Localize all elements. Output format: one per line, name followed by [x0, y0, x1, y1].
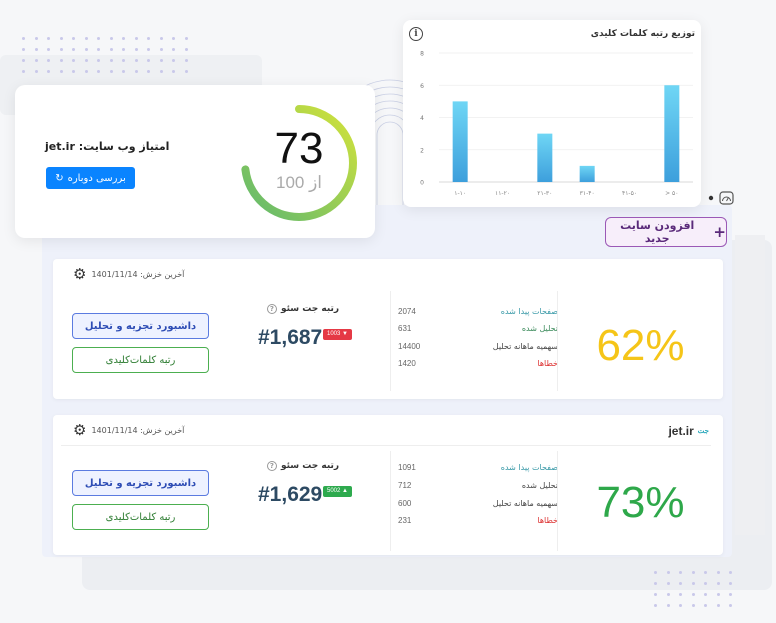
dot-pattern	[18, 33, 193, 77]
stat-value: 1420	[398, 359, 416, 368]
plus-icon: +	[713, 223, 726, 241]
svg-text:۳۱-۴۰: ۳۱-۴۰	[580, 190, 595, 197]
site-logo-icon: جت	[697, 428, 709, 435]
svg-text:6: 6	[420, 83, 424, 90]
rank-label: رتبه جت سئو ?	[248, 461, 358, 471]
stat-row: 631 تحلیل شده	[398, 324, 558, 333]
help-icon[interactable]: ?	[266, 304, 277, 314]
info-icon[interactable]: i	[409, 27, 423, 41]
stat-row: 2074 صفحات پیدا شده	[398, 307, 558, 316]
score-max: از 100	[275, 173, 323, 192]
domain-text: jet.ir	[668, 424, 694, 438]
stat-row: 1420 خطاها	[398, 359, 558, 368]
rank-change-badge: 5002 ▲	[323, 486, 352, 497]
stat-label: خطاها	[537, 359, 558, 368]
rank-label-text: رتبه جت سئو	[280, 461, 340, 471]
stat-label: صفحات پیدا شده	[500, 463, 558, 472]
rank-value: #1,629	[258, 483, 323, 506]
stat-label: تحلیل شده	[521, 481, 558, 490]
stat-row: 1091 صفحات پیدا شده	[398, 463, 558, 472]
score-value: 73	[274, 124, 324, 173]
gauge-ring-icon	[241, 105, 357, 221]
site-row: ⚙ آخرین خزش: 1401/11/14 jet.ir جت داشبور…	[53, 415, 723, 555]
svg-text:> ۵۰: > ۵۰	[665, 190, 678, 197]
rank-change-badge: 1003 ▼	[323, 329, 352, 340]
analytics-dashboard-button[interactable]: داشبورد تجزیه و تحلیل	[72, 313, 209, 339]
seo-score-percent: 62%	[596, 321, 685, 370]
rank-label: رتبه جت سئو ?	[248, 304, 358, 314]
rank-label-text: رتبه جت سئو	[280, 304, 340, 314]
background-panel	[735, 235, 765, 535]
stat-value: 631	[398, 324, 412, 333]
dot-pattern	[650, 567, 738, 611]
gear-icon[interactable]: ⚙	[73, 265, 87, 283]
site-header: ⚙ آخرین خزش: 1401/11/14	[73, 267, 184, 282]
divider	[557, 291, 558, 391]
speedometer-icon	[708, 191, 734, 205]
seo-score-percent: 73%	[596, 478, 685, 527]
stat-label: صفحات پیدا شده	[500, 307, 558, 316]
keyword-rank-button[interactable]: رتبه کلمات‌کلیدی	[72, 347, 209, 373]
site-header: ⚙ آخرین خزش: 1401/11/14	[73, 423, 184, 438]
chart-title: توزیع رتبه کلمات کلیدی	[590, 29, 695, 39]
recheck-button[interactable]: بررسی دوباره ↻	[46, 167, 135, 189]
add-new-site-button[interactable]: + افزودن سایت جدید	[605, 217, 727, 247]
dashboard-header	[708, 190, 738, 206]
stat-label: سهمیه ماهانه تحلیل	[492, 499, 558, 508]
rank-value: #1,687	[258, 326, 323, 349]
svg-text:۱۱-۲۰: ۱۱-۲۰	[495, 190, 510, 197]
bar-chart: 0 2 4 6 8 ۱-۱۰ ۱۱-۲۰ ۲۱-۳۰ ۳۱-۴۰ ۴۱-۵۰ > ۵۰	[420, 51, 693, 197]
svg-text:۲۱-۳۰: ۲۱-۳۰	[537, 190, 552, 197]
stat-value: 712	[398, 481, 412, 490]
add-site-label: افزودن سایت جدید	[620, 219, 695, 245]
keyword-rank-button[interactable]: رتبه کلمات‌کلیدی	[72, 504, 209, 530]
stat-row: 231 خطاها	[398, 516, 558, 525]
stat-value: 1091	[398, 463, 416, 472]
stat-row: 712 تحلیل شده	[398, 481, 558, 490]
svg-text:0: 0	[420, 180, 424, 187]
stat-label: تحلیل شده	[521, 324, 558, 333]
refresh-icon: ↻	[55, 172, 64, 184]
stat-row: 14400 سهمیه ماهانه تحلیل	[398, 342, 558, 351]
divider	[390, 291, 391, 391]
site-row: ⚙ آخرین خزش: 1401/11/14 داشبورد تجزیه و …	[53, 259, 723, 399]
last-crawl: آخرین خزش: 1401/11/14	[91, 426, 185, 435]
svg-text:4: 4	[420, 115, 424, 122]
help-icon[interactable]: ?	[266, 461, 277, 471]
stat-value: 600	[398, 499, 412, 508]
svg-text:8: 8	[420, 51, 424, 58]
divider	[61, 445, 711, 446]
recheck-label: بررسی دوباره	[67, 172, 126, 184]
svg-text:۱-۱۰: ۱-۱۰	[454, 190, 466, 197]
divider	[557, 451, 558, 551]
stat-value: 231	[398, 516, 412, 525]
last-crawl: آخرین خزش: 1401/11/14	[91, 270, 185, 279]
site-domain[interactable]: jet.ir جت	[668, 424, 709, 438]
website-score-card: امتیاز وب سایت: jet.ir بررسی دوباره ↻ 73…	[15, 85, 375, 238]
svg-text:۴۱-۵۰: ۴۱-۵۰	[622, 190, 637, 197]
score-title: امتیاز وب سایت: jet.ir	[45, 140, 170, 153]
analytics-dashboard-button[interactable]: داشبورد تجزیه و تحلیل	[72, 470, 209, 496]
stat-value: 2074	[398, 307, 416, 316]
keyword-rank-chart-card: i توزیع رتبه کلمات کلیدی 0 2 4 6 8 ۱-۱۰ ۱۱-۲۰ ۲…	[403, 20, 701, 207]
stat-label: سهمیه ماهانه تحلیل	[492, 342, 558, 351]
svg-text:2: 2	[420, 147, 424, 154]
stat-row: 600 سهمیه ماهانه تحلیل	[398, 499, 558, 508]
divider	[390, 451, 391, 551]
stat-label: خطاها	[537, 516, 558, 525]
gear-icon[interactable]: ⚙	[73, 421, 87, 439]
stat-value: 14400	[398, 342, 421, 351]
score-gauge: 73 از 100	[238, 102, 360, 224]
